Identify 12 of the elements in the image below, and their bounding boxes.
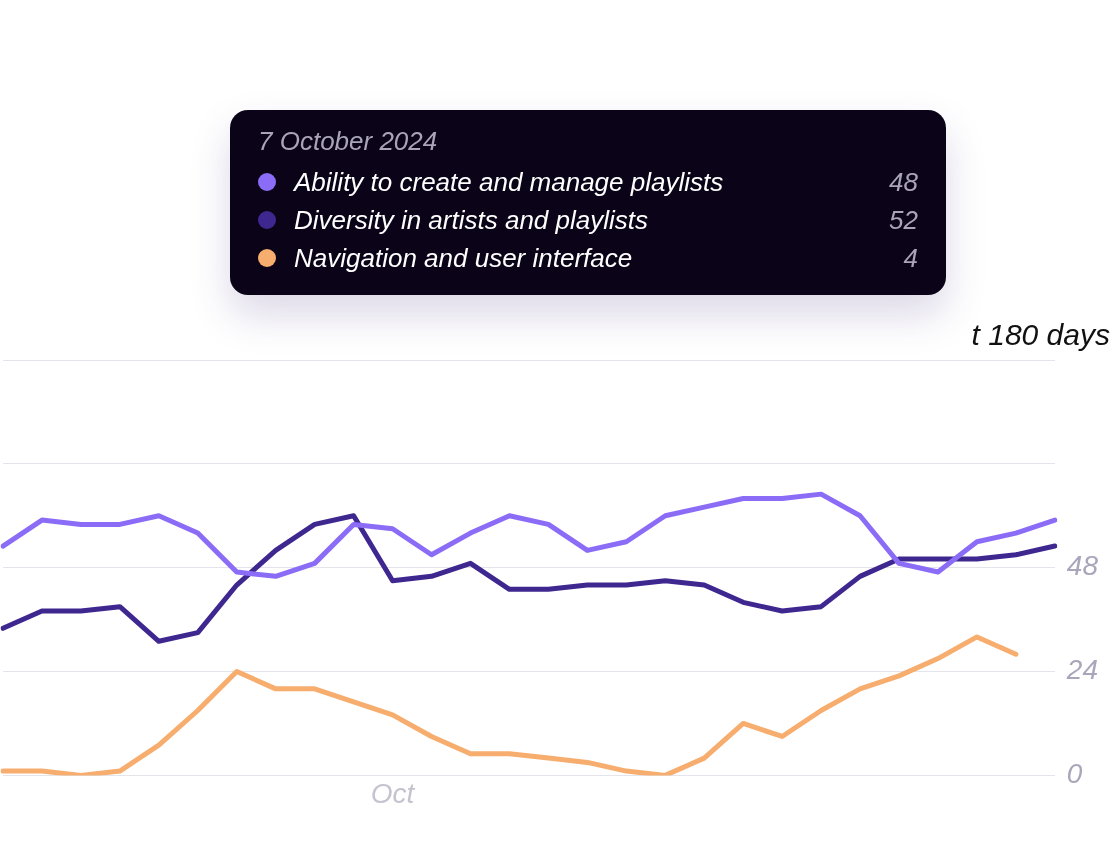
x-tick-label: Oct xyxy=(370,778,416,809)
text: 48 xyxy=(889,166,918,199)
y-tick-label: 0 xyxy=(1066,758,1083,790)
text: 4 xyxy=(903,242,918,275)
y-tick-label: 48 xyxy=(1066,550,1099,582)
text: t 180 days xyxy=(971,318,1110,352)
text: 7 October 2024 xyxy=(258,126,439,157)
text: 52 xyxy=(889,204,918,237)
legend-label: Ability to create and manage playlists xyxy=(294,166,725,199)
legend-label: Diversity in artists and playlists xyxy=(294,204,649,237)
y-tick-label: 24 xyxy=(1065,654,1099,686)
legend-label: Navigation and user interface xyxy=(294,242,634,275)
